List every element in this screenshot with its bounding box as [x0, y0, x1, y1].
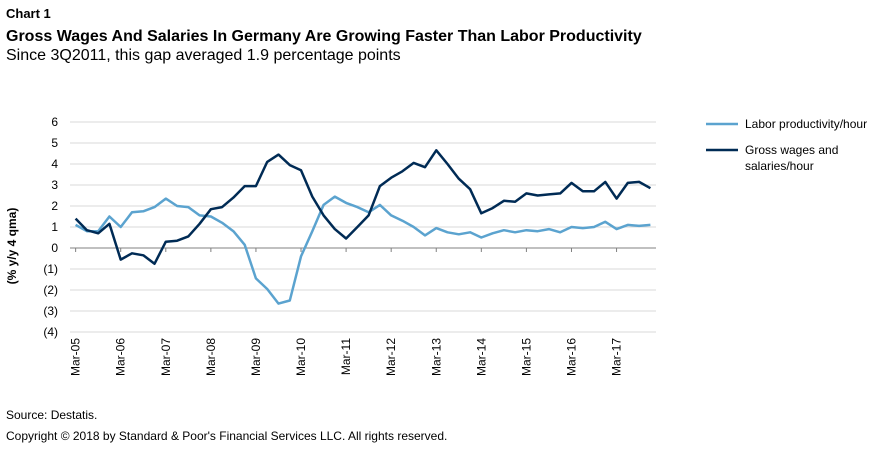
series-line-labor-productivity [74, 195, 651, 305]
x-tick-label: Mar-16 [564, 338, 578, 376]
chart-title: Gross Wages And Salaries In Germany Are … [6, 28, 642, 45]
gridlines [70, 121, 656, 333]
y-tick-label: (3) [43, 304, 58, 318]
series-line-gross-wages [74, 149, 652, 266]
y-tick-label: 5 [51, 136, 58, 150]
y-tick-label: (2) [43, 283, 58, 297]
x-tick-label: Mar-06 [114, 338, 128, 376]
x-tick-label: Mar-17 [610, 338, 624, 376]
y-tick-label: (4) [43, 325, 58, 339]
x-tick-label: Mar-13 [429, 338, 443, 376]
x-tick-label: Mar-07 [159, 338, 173, 376]
series-lines [74, 149, 652, 305]
legend-label: Gross wages and salaries/hour [745, 143, 838, 173]
y-tick-label: (1) [43, 262, 58, 276]
y-tick-label: 1 [51, 220, 58, 234]
chart-label: Chart 1 [6, 6, 51, 21]
y-tick-label: 3 [51, 178, 58, 192]
x-tick-label: Mar-05 [69, 338, 83, 376]
y-axis-ticks: 6 5 4 3 2 1 0 (1) (2) (3) (4) [43, 115, 58, 339]
source-note: Source: Destatis. [6, 408, 98, 422]
y-tick-label: 6 [51, 115, 58, 129]
x-tick-label: Mar-08 [204, 338, 218, 376]
legend-label: Labor productivity/hour [745, 117, 867, 131]
x-tick-label: Mar-12 [384, 338, 398, 376]
y-axis-label: (% y/y 4 qma) [5, 208, 19, 285]
y-tick-label: 4 [51, 157, 58, 171]
copyright-note: Copyright © 2018 by Standard & Poor's Fi… [6, 429, 448, 443]
x-axis-ticks: Mar-05 Mar-06 Mar-07 Mar-08 Mar-09 Mar-10 Mar-… [69, 247, 656, 376]
x-tick-label: Mar-09 [249, 338, 263, 376]
x-tick-label: Mar-10 [294, 338, 308, 376]
x-tick-label: Mar-15 [519, 338, 533, 376]
x-tick-label: Mar-11 [339, 338, 353, 375]
legend: Labor productivity/hour Gross wages and sa… [706, 117, 867, 173]
y-tick-label: 0 [51, 241, 58, 255]
y-tick-label: 2 [51, 199, 58, 213]
x-tick-label: Mar-14 [474, 338, 488, 376]
chart-subtitle: Since 3Q2011, this gap averaged 1.9 perc… [6, 47, 401, 64]
